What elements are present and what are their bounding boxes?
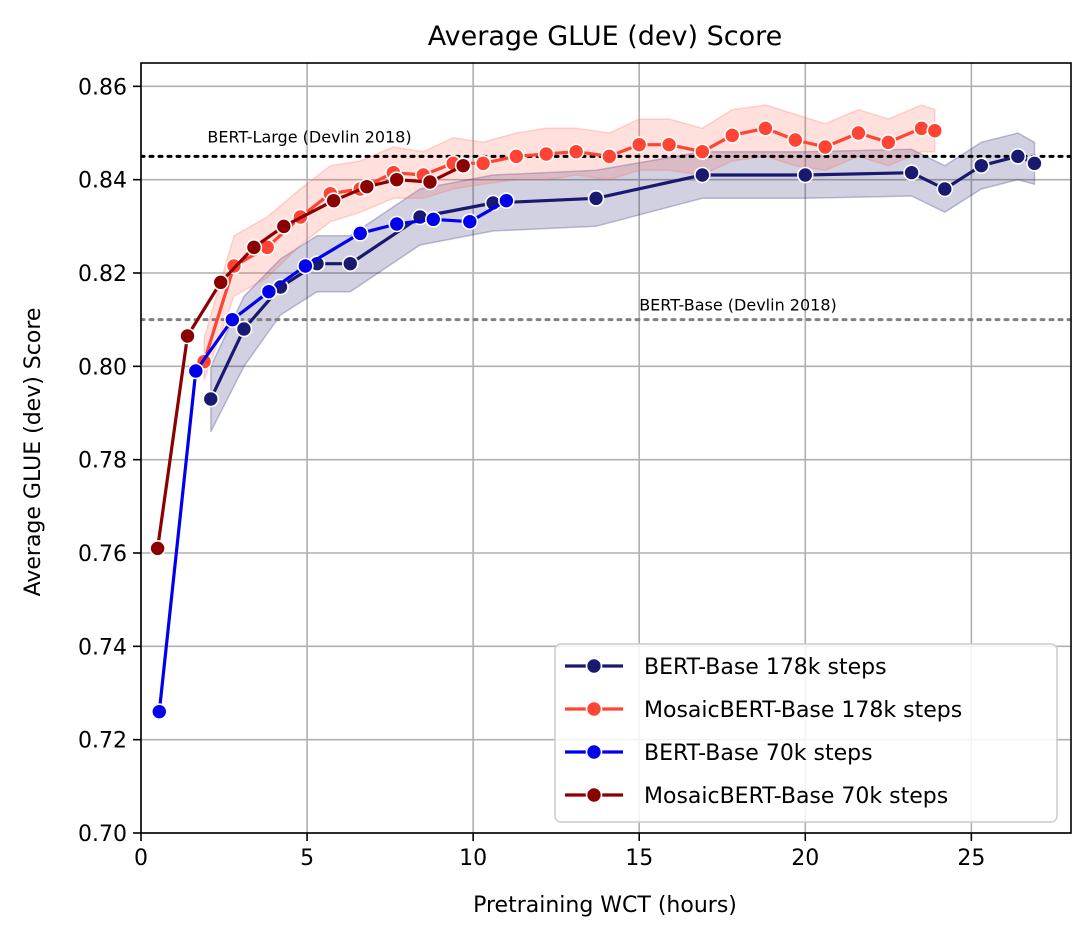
data-point [787, 131, 804, 149]
y-tick-label: 0.86 [78, 75, 127, 100]
data-point [388, 171, 406, 188]
data-point [660, 136, 678, 153]
reference-line-label: BERT-Base (Devlin 2018) [639, 296, 837, 315]
data-point [424, 211, 442, 228]
data-point [454, 157, 472, 174]
plot-frame [140, 62, 1072, 834]
data-point [694, 143, 711, 160]
y-tick-label: 0.84 [78, 169, 127, 194]
gridlines [140, 63, 1071, 834]
data-point [275, 218, 293, 235]
data-point [816, 138, 834, 156]
legend-label: MosaicBERT-Base 70k steps [644, 784, 948, 809]
legend-label: BERT-Base 70k steps [644, 741, 873, 766]
series-line [156, 164, 464, 549]
data-point [567, 143, 585, 160]
data-point [474, 155, 492, 172]
data-point [694, 166, 711, 184]
data-point [245, 239, 263, 256]
x-tick-label: 5 [300, 846, 314, 871]
data-layer [141, 104, 1071, 720]
data-point [796, 166, 814, 184]
data-point [913, 120, 930, 137]
series-group [150, 192, 515, 720]
data-point [325, 192, 342, 209]
data-point [508, 148, 525, 165]
series-group [149, 157, 472, 557]
data-point [498, 192, 515, 209]
data-point [224, 311, 241, 328]
y-tick-label: 0.72 [78, 729, 127, 754]
data-point [757, 120, 774, 137]
data-point [461, 213, 479, 230]
data-point [537, 145, 555, 163]
data-point [601, 148, 618, 165]
legend-marker [585, 786, 603, 804]
legend-marker [585, 657, 603, 675]
legend-label: MosaicBERT-Base 178k steps [644, 698, 962, 723]
data-point [587, 190, 605, 207]
data-point [149, 540, 166, 557]
x-tick-label: 10 [459, 846, 487, 871]
data-point [850, 124, 867, 142]
legend-box [554, 643, 1058, 823]
data-point [358, 178, 376, 195]
x-tick-label: 15 [625, 846, 653, 871]
data-point [936, 180, 954, 198]
data-point [723, 127, 741, 144]
data-point [187, 362, 205, 380]
legend-marker [585, 700, 603, 718]
y-tick-label: 0.74 [78, 635, 127, 660]
data-point [926, 122, 944, 139]
plot-area: BERT-Large (Devlin 2018) BERT-Base (Devli… [78, 62, 1072, 871]
y-axis-label: Average GLUE (dev) Score [21, 308, 46, 597]
data-point [630, 136, 648, 153]
x-tick-label: 25 [957, 846, 985, 871]
y-tick-label: 0.82 [78, 262, 127, 287]
data-point [212, 274, 230, 291]
y-tick-label: 0.76 [78, 542, 127, 567]
data-point [351, 225, 369, 242]
data-point [260, 283, 278, 300]
chart-title: Average GLUE (dev) Score [428, 21, 782, 52]
x-tick-label: 0 [134, 846, 148, 871]
legend-label: BERT-Base 178k steps [644, 655, 887, 680]
y-tick-label: 0.70 [78, 822, 127, 847]
confidence-band [210, 132, 1036, 433]
x-tick-label: 20 [791, 846, 819, 871]
reference-line-label: BERT-Large (Devlin 2018) [207, 127, 411, 146]
data-point [1026, 155, 1043, 172]
data-point [1009, 148, 1027, 165]
series-line [157, 199, 508, 712]
legend: BERT-Base 178k steps MosaicBERT-Base 178k… [554, 643, 1058, 823]
legend-marker [585, 743, 603, 761]
data-point [388, 215, 406, 233]
data-point [202, 390, 220, 408]
data-point [297, 257, 314, 275]
data-point [341, 255, 359, 272]
x-axis-label: Pretraining WCT (hours) [473, 893, 737, 918]
data-point [179, 327, 196, 345]
data-point [903, 164, 920, 181]
data-point [150, 703, 168, 720]
y-tick-label: 0.78 [78, 449, 127, 474]
data-point [880, 134, 897, 151]
y-tick-label: 0.80 [78, 355, 127, 380]
data-point [973, 157, 990, 174]
data-point [421, 173, 439, 191]
data-point [235, 320, 253, 338]
